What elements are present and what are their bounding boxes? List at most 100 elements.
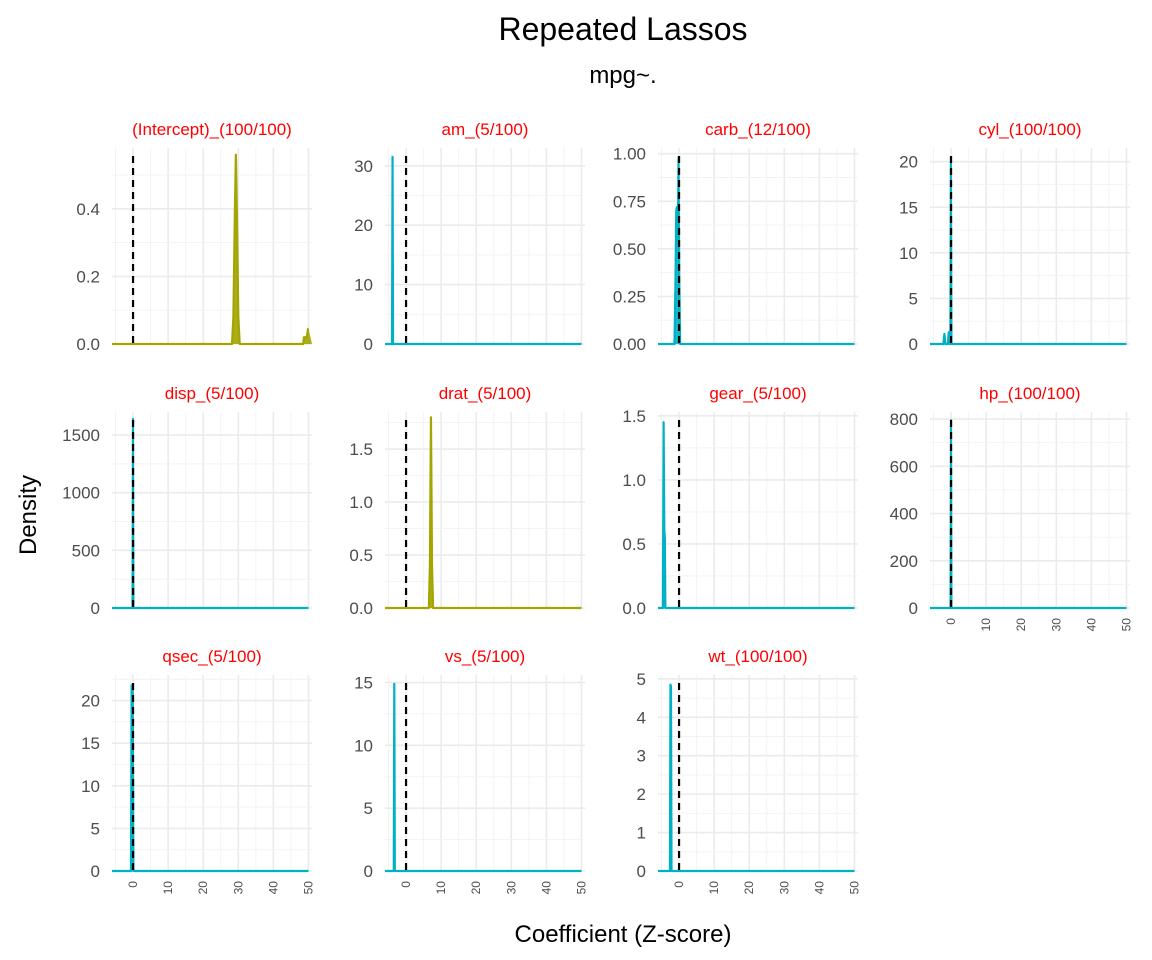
density-curve: [112, 684, 309, 873]
y-tick-label: 1.00: [613, 145, 646, 164]
y-tick-label: 0.0: [76, 335, 100, 354]
panel-strip-label: (Intercept)_(100/100): [132, 120, 292, 139]
density-area: [112, 154, 312, 344]
x-tick-label: 10: [161, 881, 175, 895]
facet-panel: disp_(5/100) 0 500 1000 1500: [62, 384, 312, 618]
density-area: [112, 418, 312, 608]
density-area: [385, 156, 585, 344]
y-tick-label: 0.5: [622, 535, 646, 554]
y-tick-label: 20: [81, 692, 100, 711]
x-tick-label: 0: [672, 881, 686, 888]
y-tick-label: 1.0: [622, 471, 646, 490]
panel-strip-label: vs_(5/100): [445, 647, 525, 666]
x-tick-label: 20: [1014, 618, 1028, 632]
y-tick-label: 20: [354, 216, 373, 235]
y-tick-label: 4: [637, 708, 646, 727]
y-tick-label: 0.50: [613, 240, 646, 259]
y-tick-label: 1500: [62, 426, 100, 445]
chart-subtitle: mpg~.: [589, 62, 656, 89]
x-tick-label: 30: [504, 881, 518, 895]
y-tick-label: 800: [890, 410, 918, 429]
y-tick-label: 1.0: [349, 493, 373, 512]
facet-panel: hp_(100/100) 0 200 400 600 800 0 10 20 30 40 50: [890, 384, 1134, 631]
y-tick-label: 2: [637, 785, 646, 804]
density-curve: [112, 153, 310, 346]
x-tick-label: 30: [231, 881, 245, 895]
panel-strip-label: am_(5/100): [442, 120, 529, 139]
x-tick-label: 0: [399, 881, 413, 888]
y-tick-label: 30: [354, 157, 373, 176]
x-tick-label: 20: [196, 881, 210, 895]
x-tick-label: 0: [126, 881, 140, 888]
density-curve: [385, 416, 582, 610]
y-tick-label: 10: [81, 777, 100, 796]
y-tick-label: 5: [364, 799, 373, 818]
x-tick-label: 20: [742, 881, 756, 895]
x-tick-label: 0: [944, 618, 958, 625]
panel-strip-label: disp_(5/100): [165, 384, 260, 403]
y-tick-label: 10: [354, 736, 373, 755]
x-axis-title: Coefficient (Z-score): [515, 921, 732, 948]
panel-strip-label: drat_(5/100): [439, 384, 532, 403]
panel-strip-label: qsec_(5/100): [162, 647, 261, 666]
y-tick-label: 15: [81, 734, 100, 753]
panel-strip-label: gear_(5/100): [709, 384, 806, 403]
y-tick-label: 0.75: [613, 192, 646, 211]
x-tick-label: 10: [979, 618, 993, 632]
y-tick-label: 10: [354, 276, 373, 295]
density-curve: [658, 421, 855, 610]
x-tick-label: 40: [812, 881, 826, 895]
facet-panel: cyl_(100/100) 0 5 10 15 20: [899, 120, 1130, 354]
y-tick-label: 0: [91, 862, 100, 881]
x-tick-label: 10: [434, 881, 448, 895]
y-tick-label: 0: [637, 862, 646, 881]
y-tick-label: 3: [637, 747, 646, 766]
y-tick-label: 0.2: [76, 267, 100, 286]
y-tick-label: 0: [91, 599, 100, 618]
y-tick-label: 0.5: [349, 546, 373, 565]
y-tick-label: 0: [909, 599, 918, 618]
facet-panel: am_(5/100) 0 10 20 30: [354, 120, 585, 354]
y-tick-label: 1.5: [349, 440, 373, 459]
y-tick-label: 15: [899, 198, 918, 217]
chart-title: Repeated Lassos: [498, 11, 747, 47]
density-curve: [385, 155, 582, 346]
y-tick-label: 1000: [62, 484, 100, 503]
density-area: [112, 685, 312, 871]
y-tick-label: 500: [72, 541, 100, 560]
panel-strip-label: hp_(100/100): [979, 384, 1080, 403]
density-area: [930, 157, 1130, 344]
y-tick-label: 1: [637, 824, 646, 843]
density-area: [385, 417, 585, 608]
y-tick-label: 20: [899, 153, 918, 172]
density-area: [658, 157, 858, 344]
y-tick-label: 0: [364, 335, 373, 354]
y-tick-label: 200: [890, 552, 918, 571]
facet-panel: gear_(5/100) 0.0 0.5 1.0 1.5: [622, 384, 858, 618]
density-curve: [385, 682, 582, 873]
density-curve: [112, 417, 309, 610]
y-tick-label: 0: [364, 862, 373, 881]
density-area: [658, 422, 858, 608]
y-tick-label: 15: [354, 674, 373, 693]
y-tick-label: 5: [637, 670, 646, 689]
facet-panel: qsec_(5/100) 0 5 10 15 20 0 10 20 30 40 50: [81, 647, 315, 894]
facet-panels: (Intercept)_(100/100) 0.0 0.2 0.4 am_(5/100)…: [62, 120, 1133, 894]
y-tick-label: 0.25: [613, 287, 646, 306]
facet-panel: vs_(5/100) 0 5 10 15 0 10 20 30 40 50: [354, 647, 588, 894]
panel-strip-label: carb_(12/100): [705, 120, 811, 139]
y-tick-label: 600: [890, 457, 918, 476]
y-tick-label: 0: [909, 335, 918, 354]
panel-strip-label: wt_(100/100): [707, 647, 807, 666]
x-tick-label: 20: [469, 881, 483, 895]
y-tick-label: 0.4: [76, 200, 100, 219]
facet-panel: carb_(12/100) 0.00 0.25 0.50 0.75 1.00: [613, 120, 858, 354]
density-area: [385, 683, 585, 871]
x-tick-label: 50: [574, 881, 588, 895]
y-tick-label: 0.00: [613, 335, 646, 354]
y-axis-title: Density: [15, 475, 42, 555]
x-tick-label: 30: [1049, 618, 1063, 632]
y-tick-label: 5: [91, 819, 100, 838]
